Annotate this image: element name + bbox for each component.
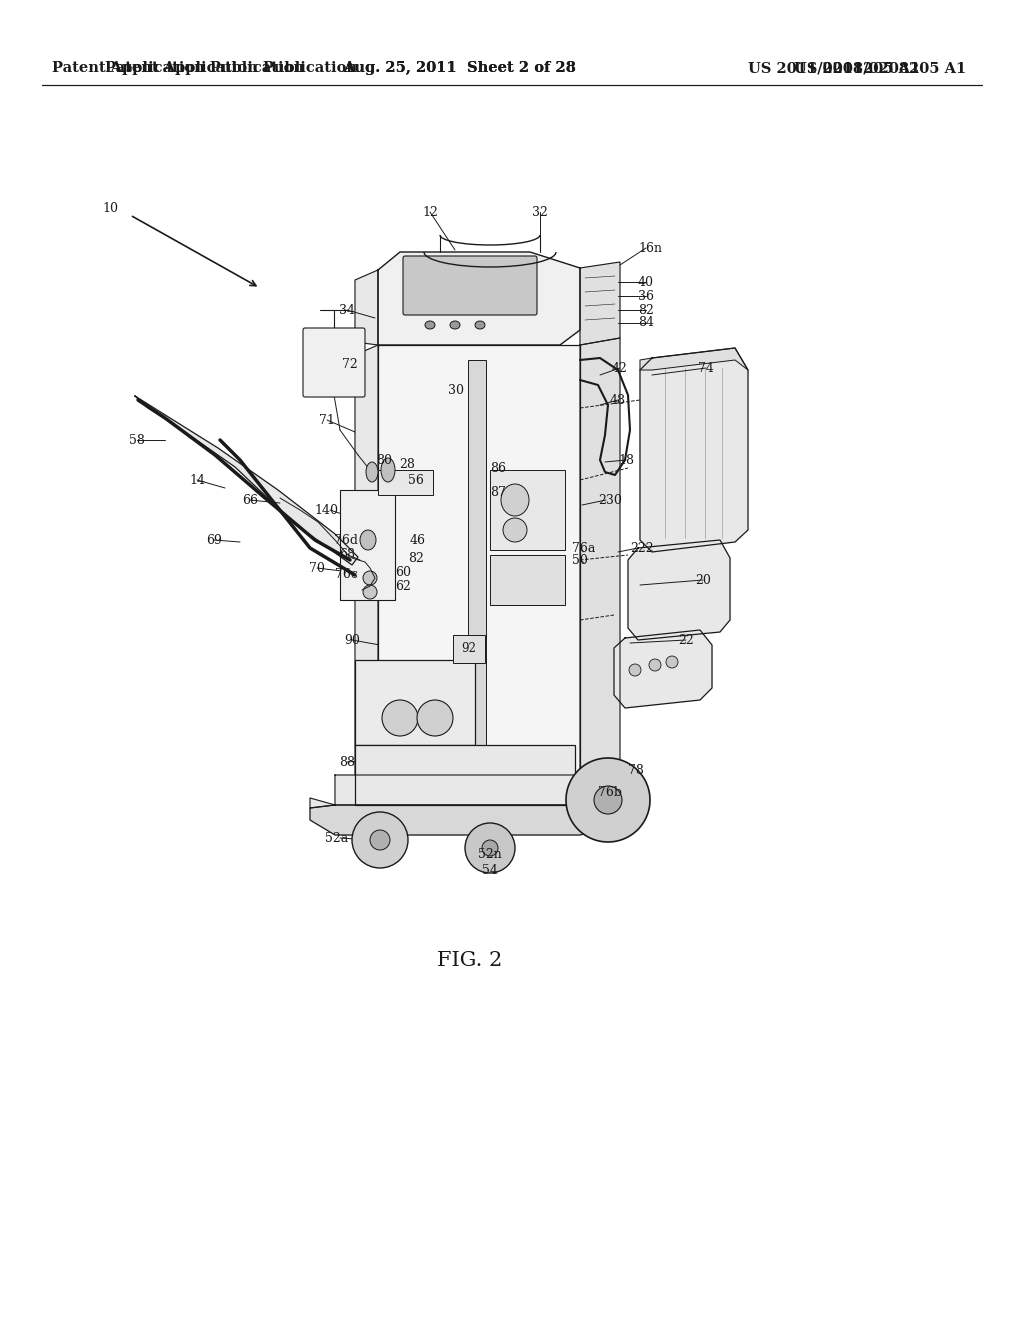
Text: 36: 36 [638, 289, 654, 302]
Ellipse shape [501, 484, 529, 516]
Bar [378, 470, 433, 495]
Polygon shape [640, 348, 748, 552]
Bar [453, 635, 485, 663]
Polygon shape [614, 630, 712, 708]
Text: 62: 62 [395, 579, 411, 593]
Text: 58: 58 [129, 433, 145, 446]
Text: 88: 88 [339, 755, 355, 768]
Polygon shape [355, 271, 378, 345]
Bar [378, 345, 580, 775]
FancyBboxPatch shape [303, 327, 365, 397]
Text: 60: 60 [395, 565, 411, 578]
Text: 56: 56 [408, 474, 424, 487]
Ellipse shape [417, 700, 453, 737]
Text: 70: 70 [309, 561, 325, 574]
Text: US 2011/0208205 A1: US 2011/0208205 A1 [794, 61, 966, 75]
Text: 69: 69 [206, 533, 222, 546]
Ellipse shape [666, 656, 678, 668]
Text: 222: 222 [630, 541, 653, 554]
Ellipse shape [362, 572, 377, 585]
Text: 76c: 76c [335, 569, 358, 582]
Text: 76a: 76a [572, 541, 595, 554]
Text: 54: 54 [482, 863, 498, 876]
Text: 66: 66 [242, 494, 258, 507]
Text: 92: 92 [462, 642, 476, 655]
Text: Patent Application Publication: Patent Application Publication [105, 61, 357, 75]
Ellipse shape [362, 585, 377, 599]
Bar [490, 554, 565, 605]
Ellipse shape [629, 664, 641, 676]
Ellipse shape [482, 840, 498, 855]
Text: 90: 90 [344, 634, 360, 647]
Polygon shape [580, 338, 620, 775]
Ellipse shape [360, 531, 376, 550]
Ellipse shape [475, 321, 485, 329]
Text: 30: 30 [449, 384, 464, 396]
Polygon shape [640, 348, 748, 370]
FancyBboxPatch shape [403, 256, 537, 315]
Text: 22: 22 [678, 634, 693, 647]
Ellipse shape [566, 758, 650, 842]
Text: Patent Application Publication: Patent Application Publication [52, 61, 304, 75]
Bar [355, 660, 475, 744]
Text: 52n: 52n [478, 849, 502, 862]
Ellipse shape [366, 462, 378, 482]
Text: 42: 42 [612, 362, 628, 375]
Text: 46: 46 [410, 533, 426, 546]
Text: 74: 74 [698, 362, 714, 375]
Text: Aug. 25, 2011  Sheet 2 of 28: Aug. 25, 2011 Sheet 2 of 28 [344, 61, 577, 75]
Text: 80: 80 [376, 454, 392, 466]
Text: 68: 68 [339, 549, 355, 561]
Text: 50: 50 [572, 553, 588, 566]
Polygon shape [310, 792, 635, 836]
Text: Aug. 25, 2011  Sheet 2 of 28: Aug. 25, 2011 Sheet 2 of 28 [344, 61, 577, 75]
Polygon shape [310, 768, 620, 808]
Bar [355, 744, 575, 805]
Polygon shape [355, 345, 378, 775]
Text: 78: 78 [628, 763, 644, 776]
Text: 140: 140 [314, 503, 338, 516]
Text: US 2011/0208205 A1: US 2011/0208205 A1 [748, 61, 920, 75]
Text: 230: 230 [598, 494, 622, 507]
Polygon shape [628, 540, 730, 640]
Text: 76d: 76d [334, 533, 358, 546]
Ellipse shape [352, 812, 408, 869]
Polygon shape [135, 396, 358, 565]
Text: 52a: 52a [325, 832, 348, 845]
Text: 20: 20 [695, 573, 711, 586]
Text: 12: 12 [422, 206, 438, 219]
Text: 86: 86 [490, 462, 506, 474]
Text: 14: 14 [189, 474, 205, 487]
Text: 34: 34 [339, 304, 355, 317]
Ellipse shape [425, 321, 435, 329]
Text: 10: 10 [102, 202, 118, 214]
Polygon shape [378, 252, 580, 345]
Ellipse shape [503, 517, 527, 543]
Text: 84: 84 [638, 317, 654, 330]
Text: 32: 32 [532, 206, 548, 219]
Text: 16n: 16n [638, 242, 662, 255]
Text: 82: 82 [408, 552, 424, 565]
Text: 28: 28 [399, 458, 415, 471]
Text: 40: 40 [638, 276, 654, 289]
Text: 76b: 76b [598, 785, 622, 799]
Ellipse shape [450, 321, 460, 329]
Ellipse shape [594, 785, 622, 814]
Text: 82: 82 [638, 304, 654, 317]
Bar [468, 360, 486, 760]
Ellipse shape [649, 659, 662, 671]
Ellipse shape [370, 830, 390, 850]
Text: 71: 71 [319, 413, 335, 426]
Text: 18: 18 [618, 454, 634, 466]
Text: 48: 48 [610, 393, 626, 407]
Bar [490, 470, 565, 550]
Bar [340, 490, 395, 601]
Text: 72: 72 [342, 359, 358, 371]
Ellipse shape [381, 458, 395, 482]
Ellipse shape [382, 700, 418, 737]
Polygon shape [580, 261, 620, 345]
Text: 87: 87 [490, 486, 506, 499]
Text: FIG. 2: FIG. 2 [437, 950, 503, 969]
Ellipse shape [465, 822, 515, 873]
